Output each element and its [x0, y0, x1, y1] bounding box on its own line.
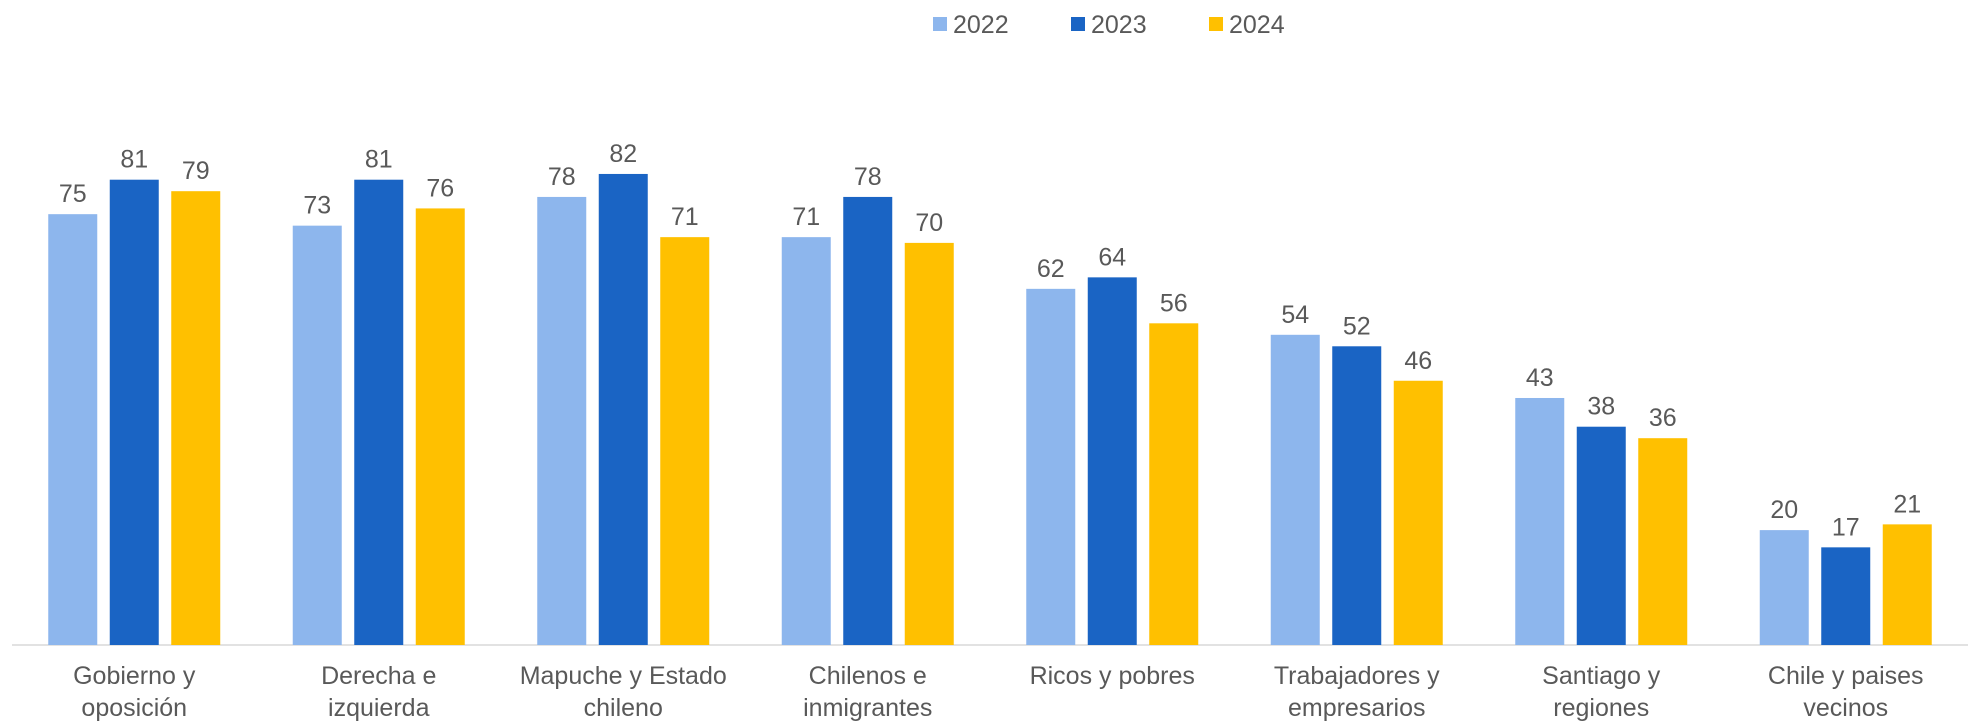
value-label: 52	[1343, 312, 1371, 340]
value-label: 81	[120, 146, 148, 174]
bar	[1270, 334, 1320, 645]
bar	[1087, 277, 1137, 645]
legend-swatch	[1071, 17, 1085, 31]
x-tick-label: Mapuche y Estado chileno	[519, 662, 727, 722]
value-label: 62	[1037, 255, 1065, 283]
bar	[781, 237, 831, 645]
value-label: 78	[854, 163, 882, 191]
value-label: 76	[426, 174, 454, 202]
value-label: 38	[1587, 393, 1615, 421]
legend-swatch	[1209, 17, 1223, 31]
bar	[1638, 438, 1688, 645]
bar	[1393, 380, 1443, 645]
bar	[1759, 530, 1809, 645]
x-tick-label: Trabajadores y empresarios	[1273, 662, 1440, 722]
value-label: 75	[59, 180, 87, 208]
bar	[598, 173, 648, 645]
value-label: 79	[182, 157, 210, 185]
legend-swatch	[933, 17, 947, 31]
x-tick-label: Chilenos e inmigrantes	[803, 662, 933, 722]
bar	[537, 196, 587, 645]
value-label: 17	[1832, 513, 1860, 541]
value-label: 21	[1893, 490, 1921, 518]
value-label: 71	[792, 203, 820, 231]
bar	[354, 179, 404, 645]
bar	[904, 242, 954, 645]
value-label: 20	[1770, 496, 1798, 524]
x-tick-label: Gobierno y oposición	[73, 662, 196, 722]
bar	[171, 191, 221, 645]
bar	[1882, 524, 1932, 645]
x-tick-label: Ricos y pobres	[1029, 662, 1195, 690]
value-label: 46	[1404, 347, 1432, 375]
bar	[1821, 547, 1871, 645]
value-label: 43	[1526, 364, 1554, 392]
legend-label: 2023	[1091, 11, 1147, 39]
value-label: 71	[671, 203, 699, 231]
value-label: 56	[1160, 289, 1188, 317]
x-tick-label: Chile y paises vecinos	[1767, 662, 1924, 722]
bar	[660, 237, 710, 645]
legend-label: 2024	[1229, 11, 1285, 39]
bar	[1515, 397, 1565, 645]
value-label: 54	[1281, 301, 1309, 329]
value-label: 78	[548, 163, 576, 191]
value-label: 64	[1098, 243, 1126, 271]
x-tick-label: Derecha e izquierda	[321, 662, 437, 722]
bar	[1026, 288, 1076, 645]
legend-label: 2022	[953, 11, 1009, 39]
bar	[48, 214, 98, 645]
value-label: 82	[609, 140, 637, 168]
x-tick-label: Santiago y regiones	[1542, 662, 1661, 722]
bar	[843, 196, 893, 645]
value-label: 70	[915, 209, 943, 237]
bar	[292, 225, 342, 645]
value-label: 73	[303, 192, 331, 220]
bar	[109, 179, 159, 645]
value-label: 36	[1649, 404, 1677, 432]
bar	[1332, 346, 1382, 645]
bar	[1576, 426, 1626, 645]
bar	[1149, 323, 1199, 645]
bar	[415, 208, 465, 645]
value-label: 81	[365, 146, 393, 174]
